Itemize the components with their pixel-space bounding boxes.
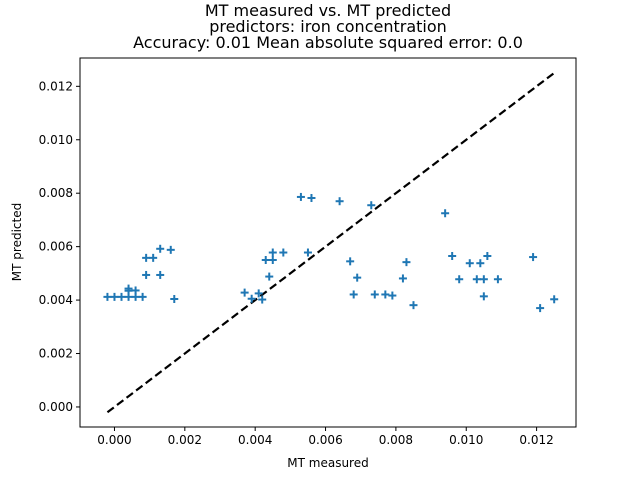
chart-title: MT measured vs. MT predicted predictors:… [133, 1, 523, 52]
data-point [240, 288, 249, 297]
x-axis-ticks: 0.000 0.002 0.004 0.006 0.008 0.010 0.012 [97, 427, 554, 447]
data-point [261, 256, 270, 265]
data-point [166, 245, 175, 254]
data-point [381, 290, 390, 299]
data-point [529, 253, 538, 262]
data-point [142, 253, 151, 262]
x-tick-label: 0.006 [308, 433, 342, 447]
data-point [296, 192, 305, 201]
y-tick-label: 0.004 [39, 293, 73, 307]
y-tick-label: 0.010 [39, 133, 73, 147]
data-point [335, 197, 344, 206]
data-point [149, 253, 158, 262]
data-points [103, 192, 559, 313]
data-point [247, 294, 256, 303]
data-point [307, 194, 316, 203]
data-point [370, 290, 379, 299]
data-point [465, 259, 474, 268]
data-point [476, 259, 485, 268]
data-point [479, 275, 488, 284]
data-point [346, 257, 355, 266]
data-point [142, 270, 151, 279]
y-tick-label: 0.006 [39, 240, 73, 254]
data-point [455, 275, 464, 284]
y-axis-label: MT predicted [10, 203, 24, 281]
title-line-1: MT measured vs. MT predicted [205, 1, 451, 20]
data-point [156, 244, 165, 253]
x-tick-label: 0.000 [97, 433, 131, 447]
data-point [156, 270, 165, 279]
data-point [349, 290, 358, 299]
data-point [170, 295, 179, 304]
data-point [124, 284, 133, 293]
x-tick-label: 0.010 [449, 433, 483, 447]
data-point [367, 201, 376, 210]
data-point [110, 292, 119, 301]
data-point [409, 301, 418, 310]
data-point [265, 272, 274, 281]
data-point [550, 295, 559, 304]
data-point [254, 289, 263, 298]
data-point [472, 275, 481, 284]
data-point [493, 275, 502, 284]
data-point [483, 251, 492, 260]
data-point [103, 292, 112, 301]
data-point [279, 248, 288, 257]
data-point [303, 248, 312, 257]
data-point [536, 304, 545, 313]
data-point [258, 295, 267, 304]
title-line-2: predictors: iron concentration [209, 17, 447, 36]
data-point [268, 256, 277, 265]
data-point [268, 248, 277, 257]
title-line-3: Accuracy: 0.01 Mean absolute squared err… [133, 33, 523, 52]
data-point [117, 292, 126, 301]
y-tick-label: 0.000 [39, 400, 73, 414]
y-tick-label: 0.012 [39, 79, 73, 93]
data-point [448, 251, 457, 260]
data-point [131, 292, 140, 301]
data-point [402, 258, 411, 267]
plot-frame [79, 57, 577, 428]
data-point [479, 292, 488, 301]
data-point [441, 209, 450, 218]
y-tick-label: 0.002 [39, 347, 73, 361]
reference-line [106, 72, 555, 414]
data-point [353, 273, 362, 282]
data-point [398, 274, 407, 283]
y-tick-label: 0.008 [39, 186, 73, 200]
y-axis-ticks: 0.000 0.002 0.004 0.006 0.008 0.010 0.012 [39, 79, 80, 414]
x-tick-label: 0.002 [168, 433, 202, 447]
data-point [388, 291, 397, 300]
x-tick-label: 0.012 [519, 433, 553, 447]
data-point [138, 292, 147, 301]
x-tick-label: 0.008 [379, 433, 413, 447]
x-axis-label: MT measured [287, 456, 368, 470]
x-tick-label: 0.004 [238, 433, 272, 447]
